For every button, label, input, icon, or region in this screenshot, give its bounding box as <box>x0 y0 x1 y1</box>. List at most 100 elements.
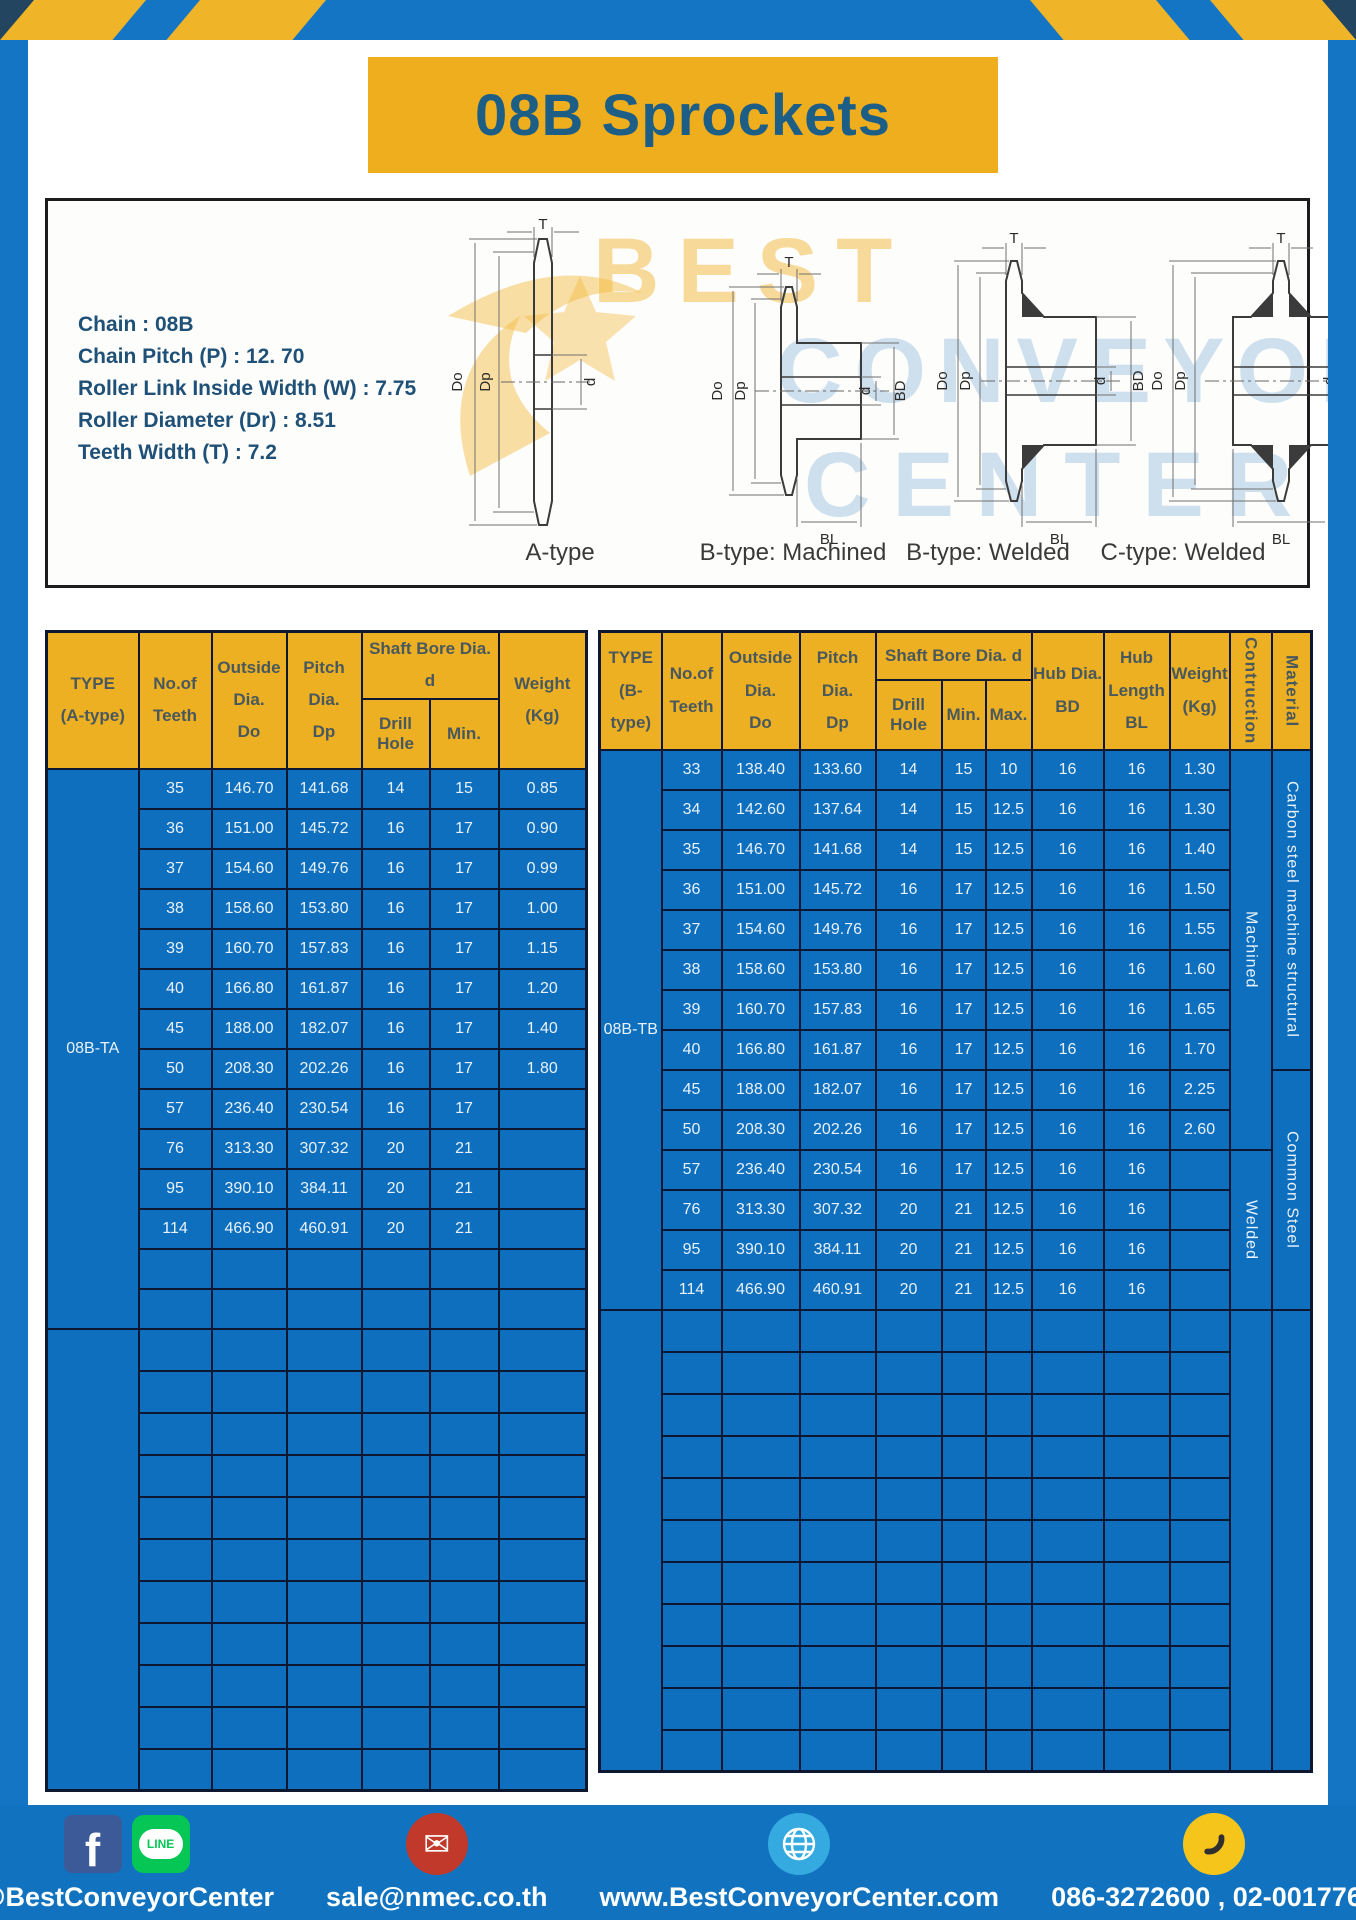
table-cell: 160.70 <box>720 988 801 1031</box>
table-cell: 153.80 <box>798 948 877 991</box>
table-cell: 16 <box>1102 988 1171 1031</box>
table-cell <box>360 1705 431 1750</box>
table-cell <box>940 1644 987 1689</box>
table-cell: 21 <box>940 1188 987 1231</box>
table-cell: 16 <box>360 1087 431 1130</box>
table-cell <box>360 1495 431 1540</box>
table-cell <box>1030 1686 1105 1731</box>
table-cell <box>984 1644 1033 1689</box>
table-cell <box>137 1705 213 1750</box>
table-cell <box>1168 1560 1231 1605</box>
svg-text:d: d <box>1092 377 1109 385</box>
table-cell: 17 <box>428 967 500 1010</box>
col-header-min: Min. <box>428 697 500 770</box>
table-cell: 17 <box>428 1047 500 1090</box>
svg-text:Do: Do <box>1149 371 1166 390</box>
table-cell: 154.60 <box>720 908 801 951</box>
table-cell <box>984 1518 1033 1563</box>
svg-text:Dp: Dp <box>1172 371 1189 390</box>
table-cell <box>940 1392 987 1437</box>
table-cell <box>1168 1350 1231 1395</box>
table-cell <box>1102 1644 1171 1689</box>
table-cell <box>798 1392 877 1437</box>
footer-website-group: www.BestConveyorCenter.com <box>599 1812 999 1913</box>
table-cell <box>798 1728 877 1773</box>
table-cell: 20 <box>874 1188 943 1231</box>
table-cell <box>720 1392 801 1437</box>
table-cell: 20 <box>360 1167 431 1210</box>
table-cell <box>1030 1602 1105 1647</box>
table-cell: 313.30 <box>720 1188 801 1231</box>
table-cell <box>720 1686 801 1731</box>
table-cell: 16 <box>1102 828 1171 871</box>
facebook-icon: f <box>63 1814 122 1873</box>
table-cell: 138.40 <box>720 748 801 791</box>
table-cell: 12.5 <box>984 1148 1033 1191</box>
table-cell <box>360 1411 431 1456</box>
table-cell <box>497 1087 588 1130</box>
table-cell <box>360 1747 431 1792</box>
phone-numbers: 086-3272600 , 02-0017766 <box>1051 1881 1356 1912</box>
table-cell: 38 <box>137 887 213 930</box>
table-cell <box>137 1247 213 1290</box>
table-cell: 16 <box>1030 788 1105 831</box>
table-cell: 460.91 <box>798 1268 877 1311</box>
table-cell: 12.5 <box>984 1028 1033 1071</box>
table-cell <box>428 1747 500 1792</box>
footer-contact-bar: f LINE @BestConveyorCenter ✉ sale@nmec.c… <box>0 1805 1356 1920</box>
table-cell <box>874 1560 943 1605</box>
table-cell: 133.60 <box>798 748 877 791</box>
table-cell: 16 <box>1030 988 1105 1031</box>
table-cell: 145.72 <box>798 868 877 911</box>
svg-text:BD: BD <box>1130 370 1147 391</box>
table-cell: 161.87 <box>798 1028 877 1071</box>
table-cell: 16 <box>874 1028 943 1071</box>
table-cell <box>497 1579 588 1624</box>
table-cell <box>285 1369 363 1414</box>
table-cell: 182.07 <box>285 1007 363 1050</box>
table-cell <box>984 1476 1033 1521</box>
table-cell <box>660 1518 723 1563</box>
table-cell <box>940 1686 987 1731</box>
table-cell <box>1168 1476 1231 1521</box>
table-cell: 0.85 <box>497 767 588 810</box>
table-cell <box>285 1247 363 1290</box>
table-cell: 1.00 <box>497 887 588 930</box>
table-cell: 151.00 <box>210 807 288 850</box>
watermark-text: BEST <box>593 220 911 322</box>
table-cell: 34 <box>660 788 723 831</box>
material-cell: Common Steel <box>1270 1068 1313 1311</box>
table-cell <box>428 1369 500 1414</box>
table-cell: 15 <box>940 828 987 871</box>
table-cell: 36 <box>660 868 723 911</box>
table-cell: 16 <box>1102 1268 1171 1311</box>
table-cell: 1.65 <box>1168 988 1231 1031</box>
col-header-teeth: No.of Teeth <box>660 630 723 751</box>
svg-text:Do: Do <box>709 381 726 400</box>
table-cell <box>137 1537 213 1582</box>
table-cell: 20 <box>874 1228 943 1271</box>
table-cell: 161.87 <box>285 967 363 1010</box>
table-cell <box>940 1434 987 1479</box>
table-cell: 14 <box>874 828 943 871</box>
table-cell <box>660 1350 723 1395</box>
table-cell <box>497 1287 588 1330</box>
table-cell <box>1030 1560 1105 1605</box>
table-cell: 307.32 <box>285 1127 363 1170</box>
table-cell <box>720 1350 801 1395</box>
table-cell: 16 <box>1102 1148 1171 1191</box>
table-cell: 16 <box>1102 1228 1171 1271</box>
table-cell <box>428 1537 500 1582</box>
table-cell <box>660 1476 723 1521</box>
table-cell: 16 <box>874 1148 943 1191</box>
table-cell <box>940 1560 987 1605</box>
col-header-shaft-bore: Shaft Bore Dia. d <box>874 630 1033 681</box>
table-cell <box>1030 1644 1105 1689</box>
watermark-text: CENTER <box>804 434 1315 536</box>
left-border <box>0 40 28 1805</box>
table-cell <box>720 1308 801 1353</box>
table-cell <box>720 1602 801 1647</box>
email-icon: ✉ <box>405 1812 468 1875</box>
variant-label-b-welded: B-type: Welded <box>906 539 1070 566</box>
svg-text:BL: BL <box>1272 531 1290 548</box>
